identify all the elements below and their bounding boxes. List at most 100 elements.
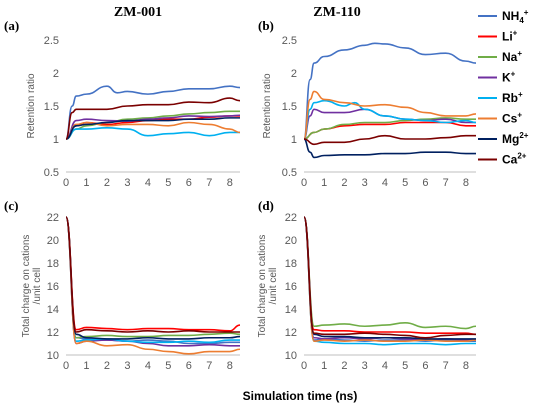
series-line-naplus	[65, 216, 241, 339]
x-tick-label: 1	[321, 177, 327, 189]
y-tick-label: 1.5	[44, 101, 59, 113]
x-tick-label: 8	[463, 177, 469, 189]
y-tick-label: 12	[285, 327, 297, 339]
x-tick-label: 2	[104, 177, 110, 189]
series-line-ca2plus	[65, 216, 240, 333]
y-axis-label: /unit cell	[32, 268, 43, 305]
legend-entry: Mg2+	[502, 131, 529, 146]
series-line-rbplus	[303, 99, 477, 140]
legend-entry-sup: +	[517, 49, 522, 58]
series-line-rbplus	[65, 126, 240, 140]
x-tick-label: 6	[186, 177, 192, 189]
x-tick-label: 4	[145, 177, 151, 189]
y-tick-label: 2	[53, 68, 59, 80]
series-line-kplus	[303, 216, 476, 341]
series-line-ca2plus	[65, 97, 241, 140]
chart-panel-a: 0 1 2 3 4 5 6 7 8 0.5 1 1.5 2 2.5 Retention ratio	[26, 35, 241, 189]
series-line-mg2plus	[65, 216, 241, 340]
series-line-mg2plus	[65, 117, 240, 140]
y-axis-label: Total charge on cations	[21, 235, 32, 338]
series-line-nh4plus	[303, 216, 476, 343]
legend-entry-sup: +	[511, 70, 516, 79]
legend-entry-base: Cs	[502, 112, 518, 126]
y-tick-label: 0.5	[44, 167, 59, 179]
series-line-naplus	[65, 110, 240, 140]
y-tick-label: 1	[291, 134, 297, 146]
legend-entry-sup: 2+	[519, 131, 528, 140]
legend-entry-base: Mg	[502, 132, 519, 146]
y-tick-label: 14	[47, 304, 59, 316]
x-tick-label: 4	[382, 177, 388, 189]
y-tick-label: 20	[47, 235, 59, 247]
x-tick-label: 3	[362, 360, 368, 372]
y-tick-label: 12	[47, 327, 59, 339]
panel-label-a: (a)	[4, 18, 19, 33]
y-axis-label: Retention ratio	[262, 73, 273, 138]
x-tick-label: 0	[301, 360, 307, 372]
legend-entry-sup: 2+	[517, 152, 526, 161]
y-tick-label: 16	[47, 281, 59, 293]
y-axis-label: /unit cell	[268, 268, 279, 305]
x-tick-label: 0	[63, 360, 69, 372]
x-tick-label: 7	[443, 360, 449, 372]
series-line-naplus	[303, 117, 476, 140]
legend-entry-base: K	[502, 71, 511, 85]
x-tick-label: 4	[145, 360, 151, 372]
x-tick-label: 8	[227, 360, 233, 372]
x-tick-label: 8	[227, 177, 233, 189]
y-tick-label: 2	[291, 68, 297, 80]
series-line-mg2plus	[303, 138, 476, 159]
y-tick-label: 22	[47, 212, 59, 224]
legend: NH4+Li+Na+K+Rb+Cs+Mg2+Ca2+	[478, 8, 529, 167]
legend-entry: Li+	[502, 29, 518, 44]
x-tick-label: 6	[422, 177, 428, 189]
x-tick-label: 2	[341, 177, 347, 189]
x-tick-label: 0	[301, 177, 307, 189]
x-tick-label: 5	[402, 177, 408, 189]
x-tick-label: 5	[402, 360, 408, 372]
series-line-ca2plus	[303, 216, 476, 339]
legend-entry-base: NH	[502, 9, 519, 23]
y-tick-label: 1.5	[282, 101, 297, 113]
x-tick-label: 3	[124, 360, 130, 372]
y-tick-label: 2.5	[282, 35, 297, 47]
y-tick-label: 16	[285, 281, 297, 293]
x-tick-label: 1	[83, 360, 89, 372]
y-tick-label: 18	[47, 258, 59, 270]
x-tick-label: 8	[463, 360, 469, 372]
x-tick-label: 1	[83, 177, 89, 189]
x-tick-label: 4	[382, 360, 388, 372]
x-tick-label: 0	[63, 177, 69, 189]
series-line-naplus	[303, 216, 477, 330]
series-line-kplus	[65, 114, 241, 140]
y-tick-label: 18	[285, 258, 297, 270]
legend-entry-base: Rb	[502, 91, 518, 105]
series-line-nh4plus	[65, 85, 241, 140]
x-tick-label: 2	[341, 360, 347, 372]
panel-label-d: (d)	[258, 198, 274, 213]
legend-entry-sup: +	[518, 90, 523, 99]
panel-label-c: (c)	[4, 198, 18, 213]
x-tick-label: 5	[165, 177, 171, 189]
y-tick-label: 22	[285, 212, 297, 224]
x-tick-label: 5	[165, 360, 171, 372]
y-axis-label: Total charge on cations	[257, 235, 268, 338]
series-line-csplus	[65, 121, 241, 140]
series-line-ca2plus	[303, 134, 476, 146]
series-line-nh4plus	[303, 42, 477, 140]
y-axis-label: Retention ratio	[26, 73, 37, 138]
legend-entry-sup: +	[517, 111, 522, 120]
series-line-mg2plus	[303, 216, 476, 340]
y-tick-label: 20	[285, 235, 297, 247]
chart-panel-b: 0 1 2 3 4 5 6 7 8 0.5 1 1.5 2 2.5 Retention ratio	[262, 35, 477, 189]
y-tick-label: 2.5	[44, 35, 59, 47]
x-tick-label: 6	[186, 360, 192, 372]
x-axis-label: Simulation time (ns)	[243, 389, 358, 403]
y-tick-label: 1	[53, 134, 59, 146]
x-tick-label: 1	[321, 360, 327, 372]
series-line-rbplus	[65, 216, 240, 344]
y-tick-label: 10	[285, 350, 297, 362]
